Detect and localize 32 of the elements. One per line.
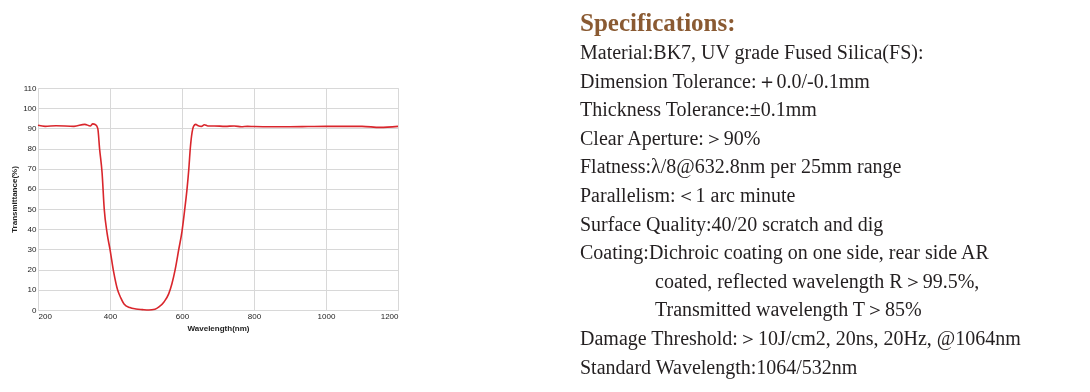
y-tick-label: 10 [27, 285, 38, 295]
x-tick-label: 800 [247, 311, 262, 321]
x-tick-label: 1200 [380, 311, 400, 321]
y-tick-label: 100 [23, 103, 38, 113]
x-tick-label: 200 [38, 311, 53, 321]
x-tick-label: 600 [175, 311, 190, 321]
y-tick-label: 40 [27, 224, 38, 234]
text: Flatness:λ/8@632.8nm per 25mm range [580, 155, 902, 179]
text: Coating:Dichroic coating on one side, rear side AR coated, reflected wavelength R＞99.5%, Transmitted wavelength T＞85% [580, 241, 990, 322]
y-tick-label: 0 [32, 305, 38, 315]
text: Parallelism:＜1 arc minute [580, 184, 796, 206]
y-tick-label: 90 [27, 123, 38, 133]
x-tick-label: 400 [103, 311, 118, 321]
x-axis-title: Wavelength(nm) [187, 323, 250, 333]
y-axis-title: Transmittance(%) [10, 165, 20, 233]
text: Surface Quality:40/20 scratch and dig [580, 212, 884, 236]
y-tick-label: 70 [27, 164, 38, 174]
text: Material:BK7, UV grade Fused Silica(FS): [580, 41, 924, 64]
text: Thickness Tolerance:±0.1mm [580, 98, 818, 121]
line-series [37, 123, 399, 311]
y-tick-label: 60 [27, 184, 38, 194]
y-tick-label: 50 [27, 204, 38, 214]
text: Standard Wavelength:1064/532nm [580, 355, 858, 379]
text: Clear Aperture:＞90% [580, 126, 761, 150]
x-tick-label: 1000 [317, 311, 336, 321]
text: Dimension Tolerance:＋0.0/-0.1mm [580, 69, 871, 92]
y-tick-label: 110 [23, 83, 38, 93]
y-tick-label: 20 [27, 265, 38, 275]
y-tick-label: 30 [27, 244, 38, 254]
text: Damage Threshold:＞10J/cm2, 20ns, 20Hz, @1064nm [580, 327, 1022, 350]
y-tick-label: 80 [27, 144, 38, 154]
text: Specifications: [580, 9, 736, 36]
